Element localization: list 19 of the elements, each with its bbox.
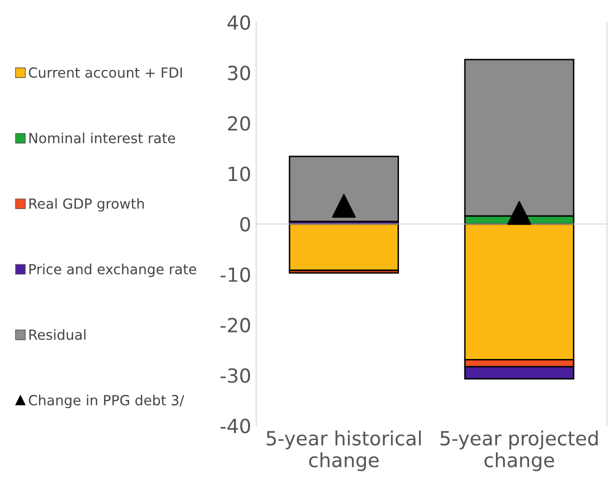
y-tick-label: 10	[228, 166, 250, 182]
x-tick-label: 5-year historical change	[266, 430, 421, 472]
y-tick-label: 0	[240, 216, 250, 232]
y-tick-label: -20	[220, 318, 250, 333]
y-tick-label: 30	[228, 66, 250, 80]
legend-label: Nominal interest rate	[29, 132, 176, 144]
y-tick-label: -30	[220, 368, 250, 383]
y-tick-label: -40	[220, 418, 250, 434]
legend-label: Price and exchange rate	[29, 264, 196, 278]
x-tick-label: 5-year projected change	[440, 430, 598, 472]
legend-label: Current account + FDI	[28, 67, 182, 78]
legend-label: Residual	[29, 329, 86, 340]
bar	[288, 156, 399, 222]
y-tick-label: 20	[228, 116, 250, 131]
bar	[288, 223, 399, 272]
legend-label: Real GDP growth	[29, 198, 144, 212]
legend-label: Change in PPG debt 3/	[28, 394, 184, 408]
y-tick-label: 40	[228, 15, 250, 30]
y-tick-label: -10	[220, 267, 250, 282]
